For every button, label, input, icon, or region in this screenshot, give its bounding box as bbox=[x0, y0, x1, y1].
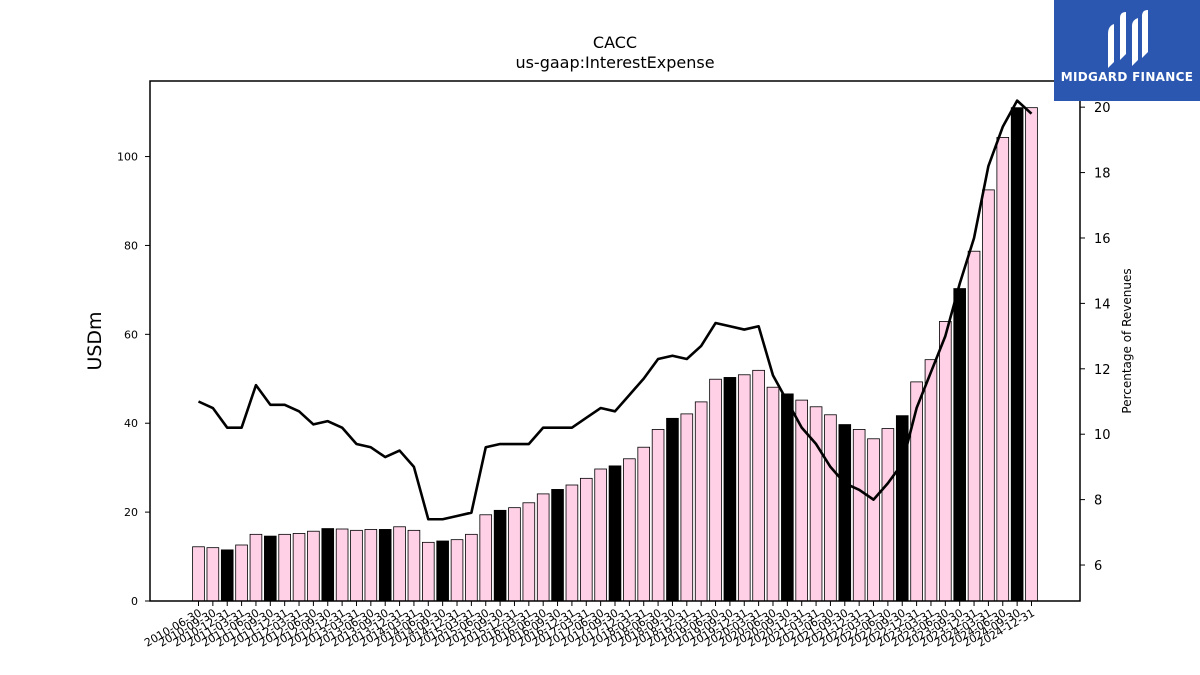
y-axis-label: USDm bbox=[84, 311, 106, 370]
bar bbox=[737, 374, 751, 602]
bar bbox=[694, 401, 708, 602]
bar bbox=[637, 446, 651, 602]
bar bbox=[364, 529, 378, 602]
bar bbox=[953, 288, 966, 602]
bar bbox=[536, 493, 550, 602]
bar bbox=[910, 381, 923, 602]
y2-tick-label: 6 bbox=[1094, 559, 1102, 574]
bar bbox=[508, 507, 521, 602]
y2-tick-label: 12 bbox=[1094, 363, 1111, 378]
bar bbox=[766, 386, 780, 602]
bar-group bbox=[192, 107, 1038, 602]
bar bbox=[680, 413, 694, 602]
bar bbox=[982, 189, 995, 602]
chart-title: CACC bbox=[593, 33, 637, 52]
bar bbox=[623, 458, 636, 602]
bar bbox=[278, 533, 291, 602]
bar bbox=[264, 535, 277, 602]
bar bbox=[867, 438, 880, 602]
bar bbox=[579, 477, 593, 602]
y2-tick-label: 8 bbox=[1094, 494, 1102, 509]
bar bbox=[192, 546, 205, 602]
bar bbox=[824, 414, 837, 602]
bar bbox=[522, 502, 536, 602]
y2-axis-label: Percentage of Revenues bbox=[1120, 268, 1134, 413]
bar bbox=[666, 417, 679, 602]
y-tick-label: 20 bbox=[124, 506, 138, 519]
brand-logo: MIDGARD FINANCE bbox=[1054, 0, 1200, 101]
bar bbox=[594, 468, 607, 602]
series-line bbox=[197, 99, 1033, 521]
logo-text: MIDGARD FINANCE bbox=[1060, 70, 1194, 84]
y2-tick-label: 14 bbox=[1094, 297, 1111, 312]
bar bbox=[723, 377, 737, 602]
y-tick-label: 80 bbox=[124, 239, 138, 252]
bar bbox=[1010, 107, 1024, 602]
bar bbox=[421, 541, 435, 602]
bar bbox=[479, 514, 493, 602]
bar bbox=[838, 424, 852, 602]
bar bbox=[335, 528, 349, 602]
bar bbox=[967, 250, 981, 602]
logo-mark-icon bbox=[1108, 10, 1148, 68]
bar bbox=[321, 528, 335, 602]
bar bbox=[551, 489, 564, 602]
bar bbox=[493, 509, 507, 602]
bar bbox=[924, 359, 938, 602]
bar bbox=[939, 321, 952, 602]
bar bbox=[752, 369, 765, 602]
bar bbox=[220, 549, 234, 602]
bar bbox=[608, 465, 622, 602]
y2-tick-label: 20 bbox=[1094, 101, 1111, 116]
y2-tick-label: 10 bbox=[1094, 428, 1111, 443]
y2-tick-label: 16 bbox=[1094, 232, 1111, 247]
axes-group: 020406080100681012141618202010-06-302010… bbox=[117, 80, 1111, 650]
line-group bbox=[197, 99, 1033, 521]
bar bbox=[465, 533, 478, 602]
chart-subtitle: us-gaap:InterestExpense bbox=[515, 53, 714, 72]
bar bbox=[709, 378, 722, 602]
bar bbox=[781, 393, 794, 602]
bar bbox=[1025, 107, 1038, 602]
bar bbox=[565, 484, 579, 602]
y-tick-label: 0 bbox=[131, 595, 138, 608]
bar bbox=[407, 529, 421, 602]
y-tick-label: 40 bbox=[124, 417, 138, 430]
bar bbox=[809, 406, 823, 602]
bar bbox=[350, 529, 363, 602]
bar bbox=[292, 533, 306, 602]
bar bbox=[795, 399, 809, 602]
bar bbox=[307, 530, 320, 602]
bar bbox=[206, 547, 220, 602]
bar bbox=[436, 540, 449, 602]
bar bbox=[235, 544, 248, 602]
y-tick-label: 60 bbox=[124, 328, 138, 341]
bar bbox=[881, 428, 895, 602]
y2-tick-label: 18 bbox=[1094, 167, 1111, 182]
bar bbox=[651, 429, 665, 602]
bar bbox=[393, 526, 406, 602]
bar bbox=[378, 529, 392, 602]
bar bbox=[996, 137, 1010, 602]
bar bbox=[852, 429, 866, 602]
bar bbox=[249, 533, 263, 602]
bar bbox=[450, 539, 464, 602]
y-tick-label: 100 bbox=[117, 151, 138, 164]
